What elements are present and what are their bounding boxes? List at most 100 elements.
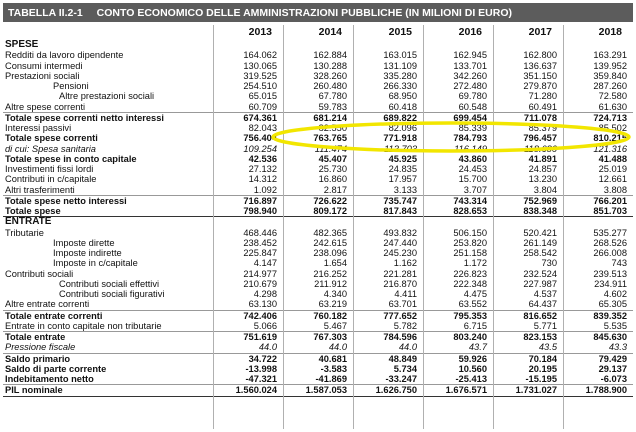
column-divider xyxy=(493,25,494,429)
cell-value: 777.652 xyxy=(383,310,417,321)
cell-value: 359.840 xyxy=(593,70,627,81)
cell-value: 44.0 xyxy=(353,342,423,354)
cell-value: 60.709 xyxy=(213,101,283,113)
cell-value: 5.782 xyxy=(353,320,423,332)
row-label: Indebitamento netto xyxy=(3,374,213,386)
cell-value: 828.653 xyxy=(423,206,493,218)
cell-value: 351.150 xyxy=(523,70,557,81)
cell-value: 60.548 xyxy=(423,101,493,113)
row-label: Prestazioni sociali xyxy=(5,70,80,81)
cell-value: 253.820 xyxy=(453,237,487,248)
cell-value: 24.453 xyxy=(458,164,487,174)
cell-value: 4.147 xyxy=(253,258,277,269)
table-number: TABELLA II.2-1 xyxy=(8,6,83,19)
cell-value: 164.062 xyxy=(243,50,277,61)
cell-value: 251.158 xyxy=(453,248,487,258)
table-row: Pressione fiscale 44.0 44.0 44.0 43.7 43.5 43.… xyxy=(3,342,633,354)
cell-value: 131.109 xyxy=(383,60,417,71)
table-row: Totale spese correnti 756.404 763.765 771.9… xyxy=(3,133,633,143)
row-label: Tributarie xyxy=(5,227,44,238)
cell-value: 784.793 xyxy=(453,133,487,144)
cell-value: 69.780 xyxy=(458,91,487,102)
cell-value: 10.560 xyxy=(458,363,487,374)
economic-account-table: SPESE Redditi da lavoro dipendente 164.062… xyxy=(3,40,633,397)
table-row: Imposte dirette 238.452 242.615 247.440 253.… xyxy=(3,238,633,248)
row-label: PIL nominale xyxy=(3,384,213,397)
table-title-bar: TABELLA II.2-1 CONTO ECONOMICO DELLE AMM… xyxy=(3,3,633,22)
cell-value: 64.437 xyxy=(493,299,563,311)
cell-value: 60.491 xyxy=(493,101,563,113)
row-label: Imposte dirette xyxy=(53,237,115,248)
cell-value: 63.701 xyxy=(353,299,423,311)
table-title: CONTO ECONOMICO DELLE AMMINISTRAZIONI PU… xyxy=(96,6,512,19)
table-row: ENTRATE xyxy=(3,217,633,228)
cell-value: 82.550 xyxy=(318,123,347,133)
cell-value: 743 xyxy=(611,258,627,269)
cell-value: -6.073 xyxy=(563,374,633,386)
cell-value xyxy=(423,40,493,50)
cell-value: 699.454 xyxy=(453,112,487,123)
cell-value: 225.847 xyxy=(243,248,277,258)
table-row: Prestazioni sociali 319.525 328.260 335.280… xyxy=(3,71,633,81)
column-divider xyxy=(283,25,284,429)
year-header: 2017 xyxy=(528,26,552,38)
cell-value: 72.580 xyxy=(598,91,627,102)
row-label: Saldo primario xyxy=(5,353,71,364)
cell-value: 111.474 xyxy=(314,143,347,154)
cell-value: 839.352 xyxy=(593,310,627,321)
cell-value: 139.952 xyxy=(593,60,627,71)
cell-value: 838.348 xyxy=(493,206,563,218)
cell-value: 5.771 xyxy=(493,320,563,332)
cell-value: 65.015 xyxy=(248,91,277,102)
cell-value: 3.804 xyxy=(493,184,563,196)
cell-value: 226.823 xyxy=(453,268,487,279)
cell-value: 4.340 xyxy=(323,289,347,299)
cell-value: 27.132 xyxy=(248,164,277,174)
cell-value: 227.987 xyxy=(523,278,557,289)
cell-value: 4.602 xyxy=(603,289,627,299)
cell-value: 342.260 xyxy=(453,70,487,81)
cell-value: 133.701 xyxy=(453,60,487,71)
cell-value: 163.015 xyxy=(383,50,417,61)
cell-value: 2.817 xyxy=(283,184,353,196)
cell-value: 63.130 xyxy=(213,299,283,311)
table-row: Consumi intermedi 130.065 130.288 131.109 13… xyxy=(3,61,633,71)
cell-value: 43.3 xyxy=(563,342,633,354)
cell-value: 85.502 xyxy=(598,123,627,133)
table-row: Interessi passivi 82.043 82.550 82.096 85.33… xyxy=(3,123,633,133)
cell-value: 767.303 xyxy=(313,332,347,342)
cell-value: 67.780 xyxy=(318,91,347,102)
cell-value: 85.379 xyxy=(528,123,557,133)
row-label: Saldo di parte corrente xyxy=(5,363,107,374)
cell-value: 279.870 xyxy=(523,81,557,91)
row-label: Consumi intermedi xyxy=(5,60,83,71)
row-label: Altri trasferimenti xyxy=(3,184,213,196)
table-row: Contributi sociali figurativi 4.298 4.340 4… xyxy=(3,289,633,299)
cell-value: 1.587.053 xyxy=(283,384,353,397)
cell-value: 751.619 xyxy=(243,332,277,342)
row-label: Contributi sociali figurativi xyxy=(59,289,165,299)
cell-value: 520.421 xyxy=(523,227,557,238)
cell-value: 810.215 xyxy=(593,133,627,144)
cell-value: 763.765 xyxy=(313,133,347,144)
table-row: Entrate in conto capitale non tributarie… xyxy=(3,320,633,332)
cell-value: 216.252 xyxy=(313,268,347,279)
cell-value: 162.884 xyxy=(313,50,347,61)
table-row: Totale entrate 751.619 767.303 784.596 803.2… xyxy=(3,332,633,343)
cell-value: 42.536 xyxy=(248,153,277,164)
cell-value: 711.078 xyxy=(523,112,557,123)
cell-value: 5.734 xyxy=(393,363,417,374)
row-label: Totale entrate xyxy=(5,332,66,342)
cell-value: 61.630 xyxy=(563,101,633,113)
cell-value: 247.440 xyxy=(383,237,417,248)
cell-value xyxy=(423,217,493,228)
cell-value: -3.583 xyxy=(320,363,347,374)
cell-value: 45.407 xyxy=(318,153,347,164)
table-row: Pensioni 254.510 260.480 266.330 272.480 279.… xyxy=(3,81,633,91)
cell-value: 1.560.024 xyxy=(213,384,283,397)
cell-value: 68.950 xyxy=(388,91,417,102)
cell-value: 681.214 xyxy=(313,112,347,123)
row-label: di cui: Spesa sanitaria xyxy=(5,143,96,154)
column-divider xyxy=(423,25,424,429)
cell-value: 4.411 xyxy=(394,289,417,299)
